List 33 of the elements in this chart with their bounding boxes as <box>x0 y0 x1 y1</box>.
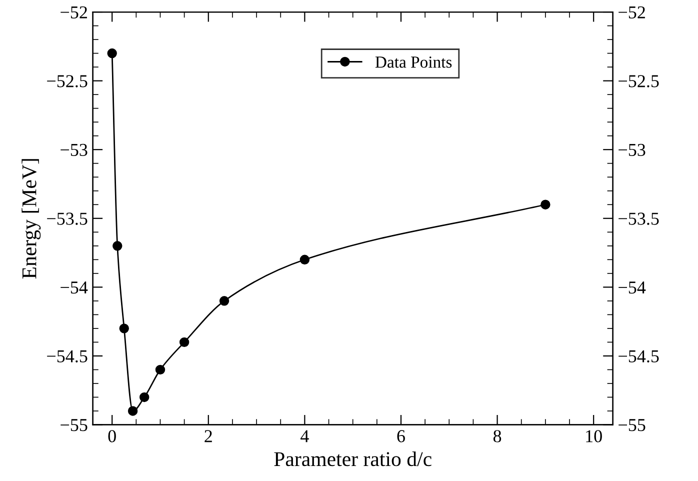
y2-tick-label: −54.5 <box>618 350 659 362</box>
point <box>119 324 129 334</box>
x-axis-title: Parameter ratio d/c <box>274 452 432 466</box>
y-tick-label: −55 <box>60 419 88 432</box>
y2-tick-label: −52.5 <box>618 75 659 88</box>
y-axis-title: Energy [MeV] <box>22 159 41 279</box>
point <box>219 296 230 306</box>
y-tick-label: −53 <box>60 144 88 156</box>
y-tick-label: −53.5 <box>47 212 88 225</box>
point <box>112 241 122 251</box>
y-tick-label: −52.5 <box>47 75 88 88</box>
point <box>179 337 190 348</box>
y2-tick-label: −55 <box>618 419 646 432</box>
y2-tick-label: −53.5 <box>618 212 659 225</box>
y-tick-label: −54.5 <box>47 350 88 362</box>
point <box>155 364 166 375</box>
x-tick-label: 6 <box>397 430 405 442</box>
y2-tick-label: −54 <box>618 282 646 294</box>
x-tick-label: 2 <box>204 430 212 442</box>
point <box>128 406 138 416</box>
y2-tick-label: −52 <box>618 6 645 18</box>
point <box>540 200 550 210</box>
x-tick-label: 4 <box>300 430 309 442</box>
y-tick-label: −54 <box>60 282 88 294</box>
point <box>107 48 117 58</box>
y-tick-label: −52 <box>60 6 87 18</box>
y2-tick-label: −53 <box>618 144 646 156</box>
point <box>300 254 310 265</box>
x-tick-label: 0 <box>108 430 116 442</box>
point <box>139 392 150 402</box>
x-tick-label: 10 <box>586 430 602 442</box>
legend-label: Data Points <box>375 56 452 68</box>
x-tick-label: 8 <box>493 430 502 442</box>
